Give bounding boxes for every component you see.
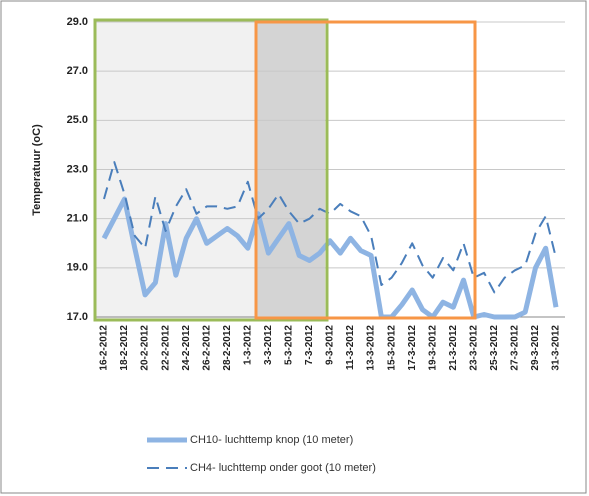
x-tick-label: 17-3-2012	[407, 325, 418, 371]
x-tick-label: 22-2-2012	[160, 325, 171, 371]
x-tick-label: 29-3-2012	[530, 325, 541, 371]
y-tick-label: 23.0	[67, 163, 88, 175]
period-box-orange	[254, 20, 477, 320]
x-tick-label: 23-3-2012	[468, 325, 479, 371]
series-line	[103, 161, 557, 294]
x-tick-label: 11-3-2012	[345, 325, 356, 370]
y-tick-label: 29.0	[67, 16, 88, 28]
x-tick-label: 26-2-2012	[201, 325, 212, 371]
x-tick-label: 9-3-2012	[325, 325, 336, 365]
x-tick-label: 18-2-2012	[119, 325, 130, 371]
y-tick-label: 21.0	[67, 213, 88, 225]
x-tick-label: 1-3-2012	[242, 325, 253, 365]
x-tick-label: 5-3-2012	[284, 325, 295, 365]
x-tick-label: 20-2-2012	[140, 325, 151, 371]
x-tick-label: 16-2-2012	[99, 325, 110, 371]
x-tick-label: 28-2-2012	[222, 325, 233, 371]
y-tick-label: 25.0	[67, 114, 88, 126]
period-box-green	[93, 18, 329, 322]
y-tick-label: 27.0	[67, 65, 88, 77]
x-tick-label: 25-3-2012	[489, 325, 500, 371]
x-tick-label: 31-3-2012	[551, 325, 562, 371]
x-tick-label: 13-3-2012	[366, 325, 377, 371]
legend-label: CH10- luchttemp knop (10 meter)	[190, 434, 353, 446]
x-tick-label: 7-3-2012	[304, 325, 315, 365]
x-tick-label: 24-2-2012	[181, 325, 192, 371]
legend-label: CH4- luchttemp onder goot (10 meter)	[190, 462, 376, 474]
x-tick-label: 15-3-2012	[386, 325, 397, 371]
y-tick-label: 17.0	[67, 311, 88, 323]
x-tick-label: 27-3-2012	[510, 325, 521, 371]
y-tick-label: 19.0	[67, 262, 88, 274]
series-line	[101, 196, 559, 320]
x-tick-label: 19-3-2012	[427, 325, 438, 371]
y-axis-title: Temperatuur (oC)	[31, 124, 43, 216]
x-tick-label: 3-3-2012	[263, 325, 274, 365]
x-tick-label: 21-3-2012	[448, 325, 459, 371]
